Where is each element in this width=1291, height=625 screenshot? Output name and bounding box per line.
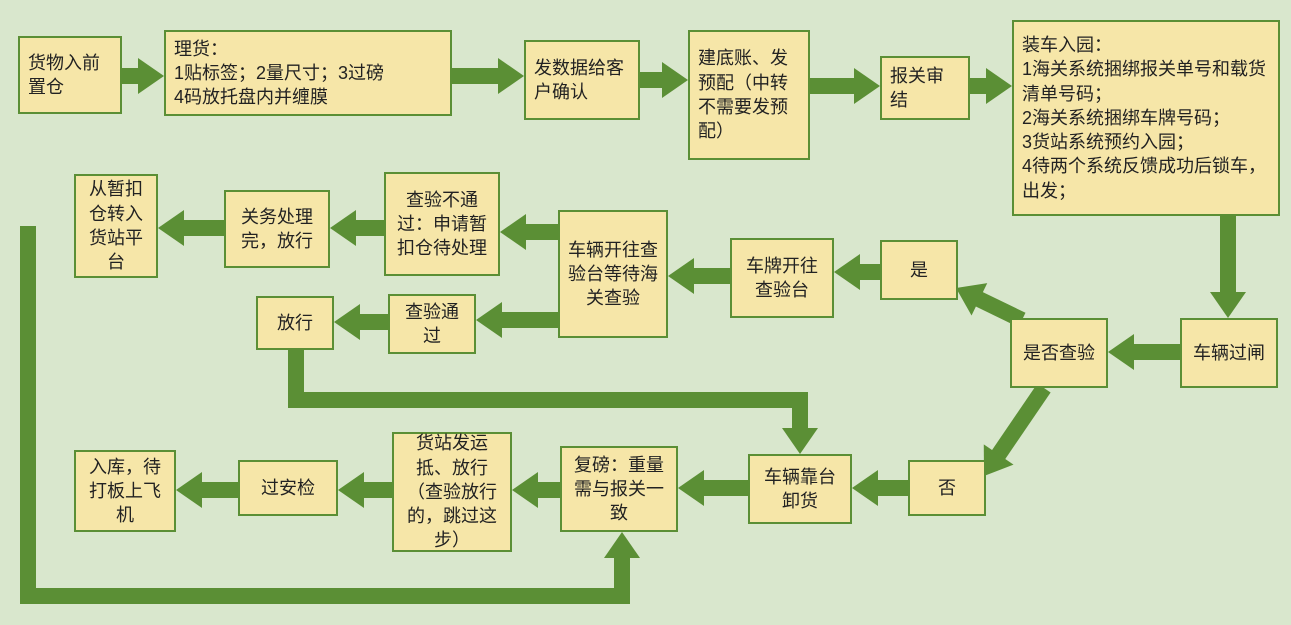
- flow-edge-shaft-22: [28, 226, 622, 596]
- flow-node-n16: 放行: [256, 296, 334, 350]
- flow-edge-head-12: [158, 210, 184, 246]
- flow-edge-head-1: [498, 58, 524, 94]
- flow-node-n22: 入库，待打板上飞机: [74, 450, 176, 532]
- flow-node-n12: 查验不通过：申请暂扣仓待处理: [384, 172, 500, 276]
- flow-node-n3: 发数据给客户确认: [524, 40, 640, 120]
- flow-node-n8: 是否查验: [1010, 318, 1108, 388]
- flow-node-n17: 否: [908, 460, 986, 516]
- flow-node-n4: 建底账、发预配（中转不需要发预配）: [688, 30, 810, 160]
- flow-node-n15: 查验通过: [388, 294, 476, 354]
- flow-edge-head-4: [986, 68, 1012, 104]
- flow-edge-head-19: [338, 472, 364, 508]
- flow-edge-head-13: [476, 302, 502, 338]
- flow-edge-head-0: [138, 58, 164, 94]
- flowchart-canvas: 货物入前置仓理货： 1贴标签；2量尺寸；3过磅 4码放托盘内并缠膜发数据给客户确…: [0, 0, 1291, 625]
- flow-node-n1: 货物入前置仓: [18, 36, 122, 114]
- flow-edge-head-16: [852, 470, 878, 506]
- flow-node-n14: 从暂扣仓转入货站平台: [74, 174, 158, 278]
- flow-edge-head-9: [668, 258, 694, 294]
- flow-edge-head-5: [1210, 292, 1246, 318]
- flow-edge-head-3: [854, 68, 880, 104]
- flow-edge-head-17: [678, 470, 704, 506]
- flow-edge-head-21: [782, 428, 818, 454]
- flow-node-n20: 货站发运抵、放行（查验放行的，跳过这步）: [392, 432, 512, 552]
- flow-edge-head-7: [956, 283, 987, 315]
- flow-node-n2: 理货： 1贴标签；2量尺寸；3过磅 4码放托盘内并缠膜: [164, 30, 452, 116]
- flow-edge-head-15: [984, 444, 1014, 476]
- flow-edge-head-11: [330, 210, 356, 246]
- flow-edge-head-20: [176, 472, 202, 508]
- flow-edge-shaft-21: [296, 350, 800, 436]
- flow-edge-head-2: [662, 62, 688, 98]
- flow-node-n9: 是: [880, 240, 958, 300]
- flow-edge-head-6: [1108, 334, 1134, 370]
- flow-edge-head-22: [604, 532, 640, 558]
- flow-edge-shaft-15: [994, 388, 1044, 461]
- flow-node-n18: 车辆靠台卸货: [748, 454, 852, 524]
- flow-node-n10: 车牌开往查验台: [730, 238, 834, 318]
- flow-edge-head-10: [500, 214, 526, 250]
- flow-node-n13: 关务处理完，放行: [224, 190, 330, 268]
- flow-node-n19: 复磅：重量需与报关一致: [560, 446, 678, 532]
- flow-edge-head-18: [512, 472, 538, 508]
- flow-edge-head-8: [834, 254, 860, 290]
- flow-edge-shaft-7: [972, 296, 1022, 320]
- flow-node-n6: 装车入园： 1海关系统捆绑报关单号和载货清单号码； 2海关系统捆绑车牌号码； 3…: [1012, 20, 1280, 216]
- flow-node-n11: 车辆开往查验台等待海关查验: [558, 210, 668, 338]
- flow-node-n7: 车辆过闸: [1180, 318, 1278, 388]
- flow-node-n21: 过安检: [238, 460, 338, 516]
- flow-edge-head-14: [334, 304, 360, 340]
- flow-node-n5: 报关审结: [880, 56, 970, 120]
